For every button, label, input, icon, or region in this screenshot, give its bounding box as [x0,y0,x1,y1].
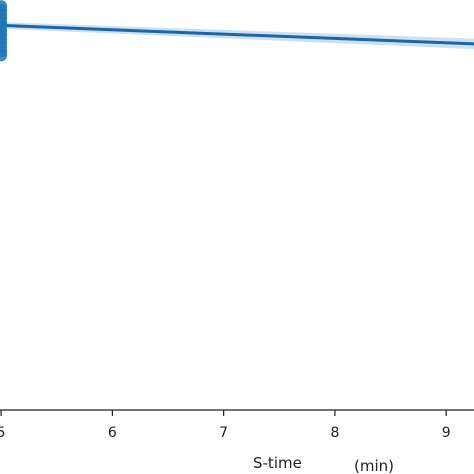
data-points-layer [0,0,8,62]
x-tick-label-3: 8 [330,425,339,441]
x-tick-label-4: 9 [442,425,451,441]
x-tick-label-1: 6 [108,425,117,441]
regression-line-layer [1,23,474,46]
x-axis-unit: (min) [354,457,394,474]
x-ticks-layer: 5 6 7 8 9 [0,410,451,441]
data-point-12 [0,49,8,62]
x-tick-label-2: 7 [219,425,228,441]
x-tick-label-0: 5 [0,425,6,441]
regression-line [1,23,474,46]
x-axis-label: S-time [253,454,302,472]
